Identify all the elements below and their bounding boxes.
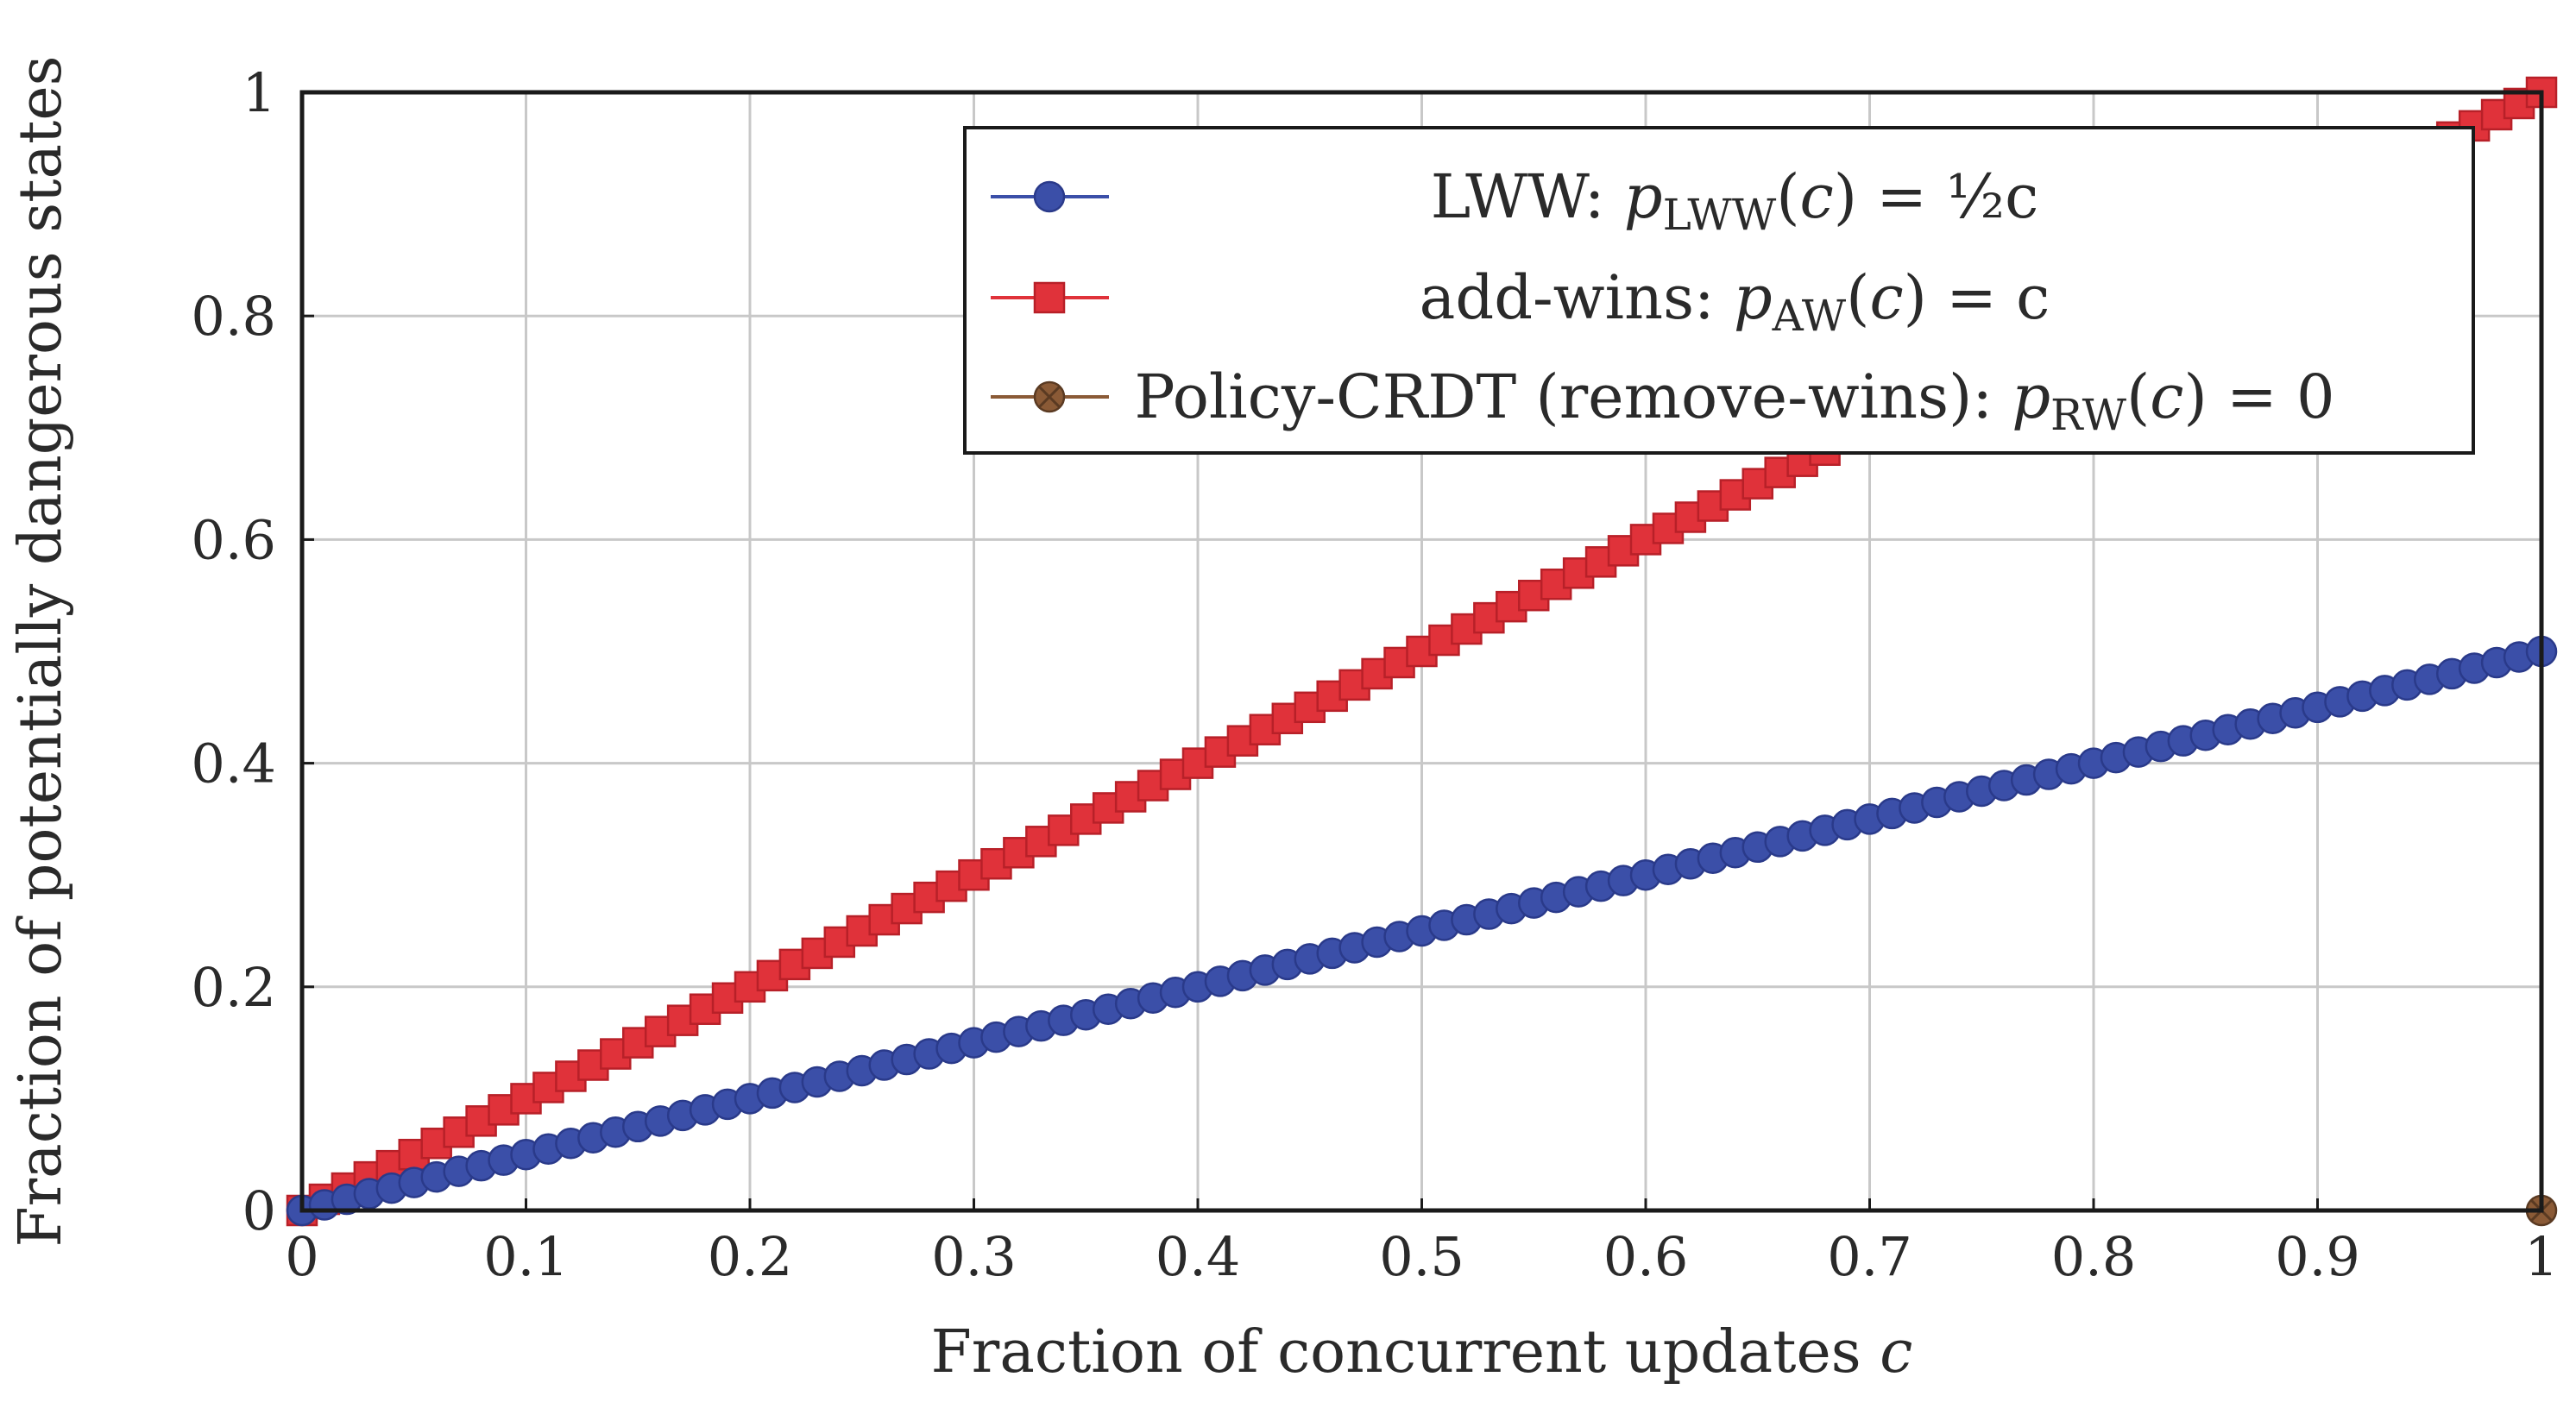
legend-label-name-0: LWW: [1431, 161, 1624, 232]
x-tick-label-8: 0.8 [2051, 1225, 2137, 1288]
legend-label-1: add-wins: pAW(c) = c [1420, 262, 2050, 341]
x-axis-ticks: 0 0.1 0.2 0.3 0.4 0.5 0.6 0.7 0.8 0.9 1 [285, 1198, 2559, 1288]
x-tick-label-3: 0.3 [931, 1225, 1017, 1288]
x-axis-label: Fraction of concurrent updates c [931, 1318, 1913, 1386]
legend-item-2: Policy-CRDT (remove-wins): pRW(c) = 0 [991, 362, 2335, 440]
x-axis-label-text: Fraction of concurrent updates [931, 1318, 1861, 1386]
legend-label-func-1: p [1734, 262, 1773, 333]
x-axis-label-variable: c [1880, 1318, 1912, 1386]
legend-label-func-0: p [1624, 161, 1663, 232]
y-tick-label-2: 0.4 [191, 732, 276, 795]
x-tick-label-7: 0.7 [1827, 1225, 1912, 1288]
legend-label-name-2: Policy-CRDT (remove-wins): [1134, 362, 2012, 432]
x-tick-label-10: 1 [2524, 1225, 2558, 1288]
data-point-1-56 [1540, 568, 1572, 600]
legend-label-0: LWW: pLWW(c) = ½c [1431, 161, 2039, 240]
legend-label-rhs-0: = ½c [1876, 161, 2038, 232]
y-tick-label-4: 0.8 [191, 285, 276, 348]
legend-item-1: add-wins: pAW(c) = c [991, 262, 2050, 341]
legend-label-sub-0: LWW [1663, 190, 1777, 240]
x-tick-label-1: 0.1 [483, 1225, 569, 1288]
x-tick-label-9: 0.9 [2275, 1225, 2360, 1288]
legend-label-sub-2: RW [2050, 390, 2127, 440]
legend-marker-1 [1033, 281, 1066, 314]
legend-marker-0 [1033, 180, 1066, 213]
legend-label-sub-1: AW [1772, 291, 1847, 341]
y-axis-label: Fraction of potentially dangerous states [7, 55, 75, 1247]
x-tick-label-2: 0.2 [708, 1225, 793, 1288]
series-lww [286, 635, 2558, 1227]
legend-items: LWW: pLWW(c) = ½c add-wins: pAW(c) = c Pol… [991, 161, 2335, 440]
legend-item-0: LWW: pLWW(c) = ½c [991, 161, 2038, 240]
y-tick-label-1: 0.2 [191, 956, 276, 1019]
x-tick-label-4: 0.4 [1156, 1225, 1241, 1288]
legend-label-rhs-1: = c [1946, 262, 2050, 333]
legend-marker-2 [1033, 380, 1066, 413]
y-tick-label-0: 0 [242, 1179, 276, 1242]
legend-label-name-1: add-wins: [1420, 262, 1734, 333]
legend: LWW: pLWW(c) = ½c add-wins: pAW(c) = c Pol… [963, 126, 2475, 455]
x-tick-label-5: 0.5 [1379, 1225, 1464, 1288]
legend-label-rhs-2: = 0 [2226, 362, 2334, 432]
x-tick-label-6: 0.6 [1603, 1225, 1689, 1288]
x-tick-label-0: 0 [285, 1225, 318, 1288]
y-axis-ticks: 0 0.2 0.4 0.6 0.8 1 [191, 61, 314, 1242]
legend-box [963, 126, 2475, 455]
y-tick-label-3: 0.6 [191, 508, 276, 571]
y-tick-label-5: 1 [242, 61, 276, 124]
legend-label-2: Policy-CRDT (remove-wins): pRW(c) = 0 [1134, 362, 2334, 440]
legend-label-func-2: p [2012, 362, 2050, 432]
